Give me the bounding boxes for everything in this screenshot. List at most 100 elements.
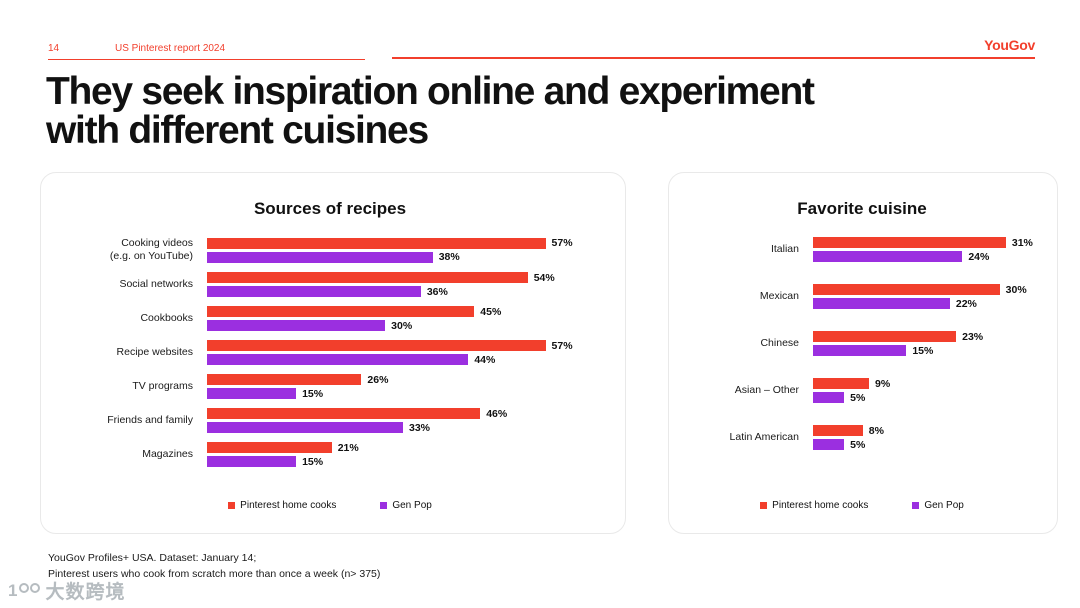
bar-gen-pop [813,439,845,450]
bar-group: Cooking videos (e.g. on YouTube) 57% 38% [61,237,599,263]
bar-gen-pop [813,392,845,403]
bar-group: Cookbooks 45% 30% [61,305,599,332]
bar-value-label: 22% [955,297,977,310]
category-label: Chinese [760,336,799,349]
bar-gen-pop [813,345,907,356]
bar-value-label: 45% [480,305,502,318]
bar-value-label: 15% [302,455,324,468]
bar-gen-pop [813,251,963,262]
bar-value-label: 23% [962,330,984,343]
sources-of-recipes-card: Sources of recipes Cooking videos (e.g. … [40,172,626,534]
bar-pinterest-home-cooks [207,340,546,352]
bar-pinterest-home-cooks [207,306,475,318]
bar-value-label: 44% [474,353,496,366]
bar-value-label: 9% [875,377,891,390]
bar-value-label: 30% [1005,283,1027,296]
slide-title-line2: with different cuisines [46,109,429,152]
bar-group: Social networks 54% 36% [61,271,599,298]
bar-group: Magazines 21% 15% [61,441,599,468]
bar-gen-pop [207,456,297,468]
bar-value-label: 5% [850,391,866,404]
bar-value-label: 5% [850,438,866,451]
chart-cards: Sources of recipes Cooking videos (e.g. … [40,172,1058,534]
legend-label-genpop: Gen Pop [924,500,964,511]
bar-chart: Cooking videos (e.g. on YouTube) 57% 38% So… [61,237,599,476]
bar-gen-pop [813,298,950,309]
bar-value-label: 57% [551,339,573,352]
bar-gen-pop [207,286,421,298]
category-label: Mexican [759,289,799,302]
bar-pinterest-home-cooks [813,237,1006,248]
bar-value-label: 30% [391,319,413,332]
legend-swatch-pinterest [228,502,236,509]
bar-value-label: 21% [337,441,359,454]
chart-title: Favorite cuisine [797,199,927,218]
bar-value-label: 57% [551,237,573,250]
slide-title: They seek inspiration online and experim… [46,70,815,152]
bar-value-label: 15% [302,387,324,400]
legend-item-genpop: Gen Pop [912,500,964,511]
bar-value-label: 38% [438,251,460,264]
bar-gen-pop [207,251,433,263]
bar-pinterest-home-cooks [813,284,1000,295]
slide-title-line1: They seek inspiration online and experim… [46,70,815,113]
bar-gen-pop [207,422,403,434]
legend-swatch-pinterest [760,502,768,509]
bar-value-label: 26% [367,373,389,386]
chart-legend: Pinterest home cooks Gen Pop [61,500,599,511]
legend-swatch-genpop [912,502,920,509]
bar-value-label: 8% [868,424,884,437]
source-note: YouGov Profiles+ USA. Dataset: January 1… [48,550,380,583]
bar-group: Recipe websites 57% 44% [61,339,599,366]
category-label: TV programs [132,380,193,393]
chart-title: Sources of recipes [253,199,407,218]
category-label: Friends and family [107,414,193,427]
favorite-cuisine-card: Favorite cuisine Italian 31% 24% Mexican 30%… [668,172,1058,534]
watermark-text: 大数跨境 [45,582,126,603]
bar-value-label: 31% [1011,236,1033,249]
header-rule-right [392,57,1035,59]
report-title: US Pinterest report 2024 [115,43,226,54]
bar-gen-pop [207,354,469,366]
legend-item-pinterest: Pinterest home cooks [760,500,868,511]
legend-label-genpop: Gen Pop [392,500,432,511]
legend-label-pinterest: Pinterest home cooks [772,500,869,511]
header-rule-left [48,59,365,60]
bar-value-label: 15% [912,344,934,357]
category-label: Magazines [142,448,193,461]
source-note-line2: Pinterest users who cook from scratch mo… [48,568,381,581]
bar-pinterest-home-cooks [207,237,546,249]
bar-chart: Italian 31% 24% Mexican 30% 22% Chinese 23% 15% A… [687,237,1037,472]
bar-group: Italian 31% 24% [687,236,1037,263]
bar-value-label: 46% [486,407,508,420]
bar-group: Chinese 23% 15% [687,330,1037,357]
bar-value-label: 54% [533,271,555,284]
bar-pinterest-home-cooks [813,378,869,389]
bar-group: TV programs 26% 15% [61,373,599,400]
page-number: 14 [48,43,60,54]
bar-value-label: 24% [968,250,990,263]
bar-pinterest-home-cooks [207,272,528,284]
bar-gen-pop [207,388,297,400]
category-label: Cooking videos (e.g. on YouTube) [109,237,193,263]
bar-group: Friends and family 46% 33% [61,407,599,434]
yougov-logo: YouGov [984,37,1035,53]
legend-swatch-genpop [380,502,388,509]
bar-value-label: 33% [409,421,431,434]
category-label: Cookbooks [140,312,193,325]
category-label: Recipe websites [116,346,193,359]
legend-item-pinterest: Pinterest home cooks [228,500,336,511]
bar-pinterest-home-cooks [207,442,332,454]
bar-pinterest-home-cooks [813,331,957,342]
watermark-logo-icon: 1 [8,582,41,599]
category-label: Social networks [119,278,193,291]
bar-value-label: 36% [426,285,448,298]
bar-gen-pop [207,320,386,332]
category-label: Latin American [729,430,799,443]
bar-pinterest-home-cooks [813,425,863,436]
legend-item-genpop: Gen Pop [380,500,432,511]
bar-group: Asian – Other 9% 5% [687,377,1037,404]
legend-label-pinterest: Pinterest home cooks [240,500,337,511]
bar-group: Mexican 30% 22% [687,283,1037,310]
